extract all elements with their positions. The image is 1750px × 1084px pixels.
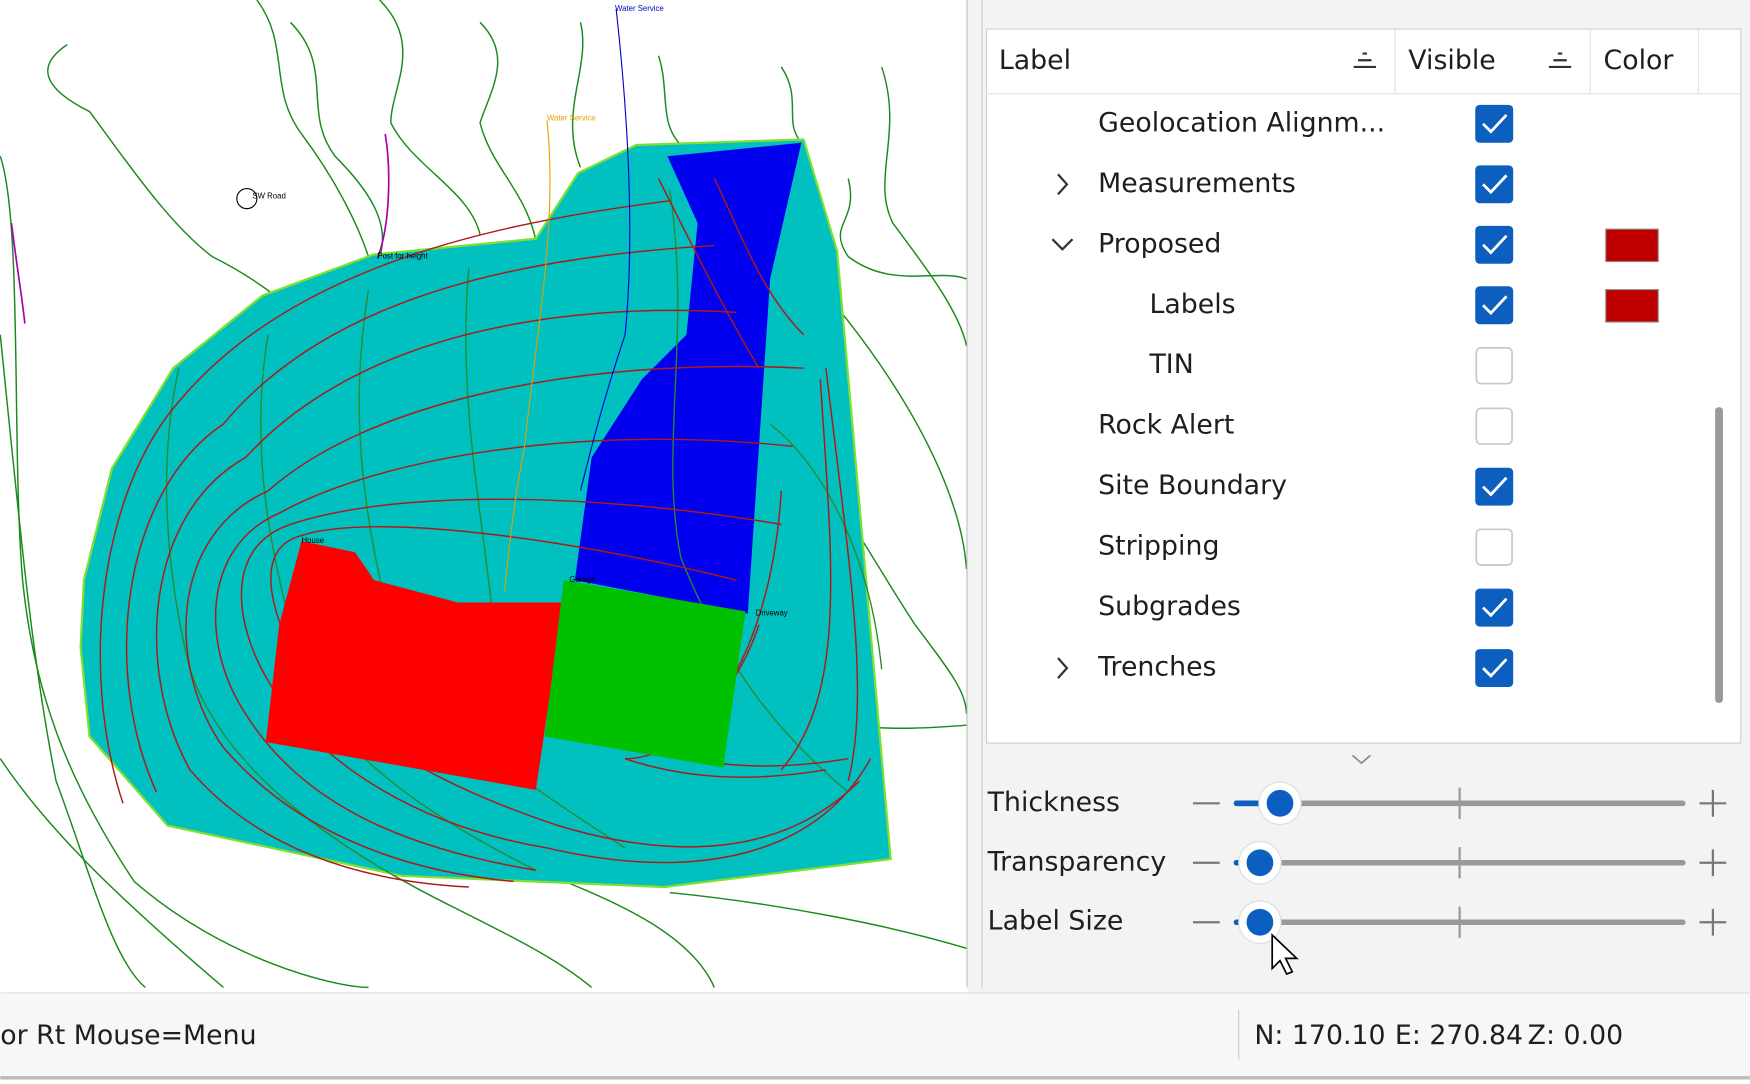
check-mark	[1482, 476, 1508, 497]
layer-label[interactable]: TIN	[1148, 349, 1193, 380]
visible-checkbox-checked[interactable]	[1475, 286, 1514, 325]
layer-label[interactable]: Stripping	[1098, 531, 1219, 562]
column-header[interactable]: Label	[999, 45, 1071, 76]
slider-thumb-dot	[1246, 908, 1274, 936]
visible-checkbox-checked[interactable]	[1475, 104, 1514, 143]
garage-pad	[544, 580, 746, 768]
visible-checkbox-checked[interactable]	[1475, 225, 1514, 264]
check-mark	[1482, 295, 1508, 316]
map-view[interactable]: Water Service Water Service SW Road Post fo…	[0, 0, 968, 989]
visible-checkbox[interactable]	[1475, 407, 1513, 445]
slider-thumb-dot	[1246, 849, 1274, 877]
color-swatch[interactable]	[1605, 228, 1659, 263]
check-mark	[1482, 234, 1508, 255]
layer-label[interactable]: Site Boundary	[1098, 470, 1287, 501]
map-label: SW Road	[252, 191, 285, 200]
map-label: Driveway	[756, 609, 788, 618]
visible-checkbox[interactable]	[1475, 528, 1513, 566]
slider-label: Thickness	[987, 787, 1120, 818]
house-footprint	[265, 541, 564, 790]
expand-chevron[interactable]	[1351, 754, 1371, 765]
survey-marker	[236, 187, 258, 210]
water-line	[579, 8, 631, 492]
coord-north: N: 170.10	[1254, 1020, 1385, 1051]
proposed-area-blue	[574, 142, 802, 614]
map-label: Water Service	[615, 4, 664, 13]
status-bar	[0, 992, 1750, 1077]
road-line	[10, 133, 390, 324]
layer-label[interactable]: Rock Alert	[1098, 410, 1234, 441]
check-mark	[1482, 174, 1508, 195]
layer-label[interactable]: Subgrades	[1098, 591, 1241, 622]
check-mark	[1482, 658, 1508, 678]
layer-label[interactable]: Measurements	[1098, 168, 1296, 199]
map-label: House	[302, 536, 325, 545]
slider-plus[interactable]	[1699, 789, 1727, 817]
layer-label[interactable]: Trenches	[1097, 652, 1216, 683]
map-label: Water Service	[547, 113, 596, 122]
visible-checkbox[interactable]	[1475, 347, 1513, 385]
visible-checkbox-checked[interactable]	[1475, 467, 1514, 506]
check-mark	[1482, 113, 1508, 134]
proposed-contours	[99, 178, 872, 888]
sort-icons[interactable]	[1353, 52, 1572, 69]
slider-label: Label Size	[988, 906, 1124, 937]
slider-plus[interactable]	[1699, 908, 1727, 936]
coord-elev: Z: 0.00	[1528, 1020, 1623, 1051]
water-line-2	[504, 120, 551, 592]
layer-list	[986, 28, 1742, 744]
list-header	[987, 30, 1740, 94]
expand-arrow[interactable]	[1057, 173, 1069, 196]
visible-checkbox-checked[interactable]	[1475, 165, 1514, 204]
expand-arrow[interactable]	[1057, 657, 1069, 679]
mouse-cursor	[1271, 933, 1299, 976]
scrollbar[interactable]	[1715, 407, 1723, 703]
slider-thumb-dot	[1266, 789, 1294, 817]
layer-label[interactable]: Labels	[1149, 289, 1235, 320]
map-label: Garage	[569, 575, 595, 584]
layer-label[interactable]: Geolocation Alignm...	[1098, 107, 1385, 138]
column-header[interactable]: Visible	[1408, 45, 1495, 76]
visible-checkbox-checked[interactable]	[1475, 649, 1514, 688]
slider-plus[interactable]	[1699, 849, 1727, 877]
color-swatch[interactable]	[1605, 289, 1659, 323]
status-hint: or Rt Mouse=Menu	[0, 1020, 256, 1051]
layer-label[interactable]: Proposed	[1098, 228, 1221, 259]
column-header[interactable]: Color	[1604, 45, 1674, 76]
slider-label: Transparency	[987, 846, 1167, 877]
column-dividers	[1394, 30, 1699, 94]
check-mark	[1482, 597, 1508, 618]
visible-checkbox-checked[interactable]	[1475, 588, 1514, 627]
collapse-arrow[interactable]	[1051, 238, 1074, 251]
coord-east: E: 270.84	[1395, 1020, 1523, 1051]
map-label: Post for height	[377, 252, 428, 261]
